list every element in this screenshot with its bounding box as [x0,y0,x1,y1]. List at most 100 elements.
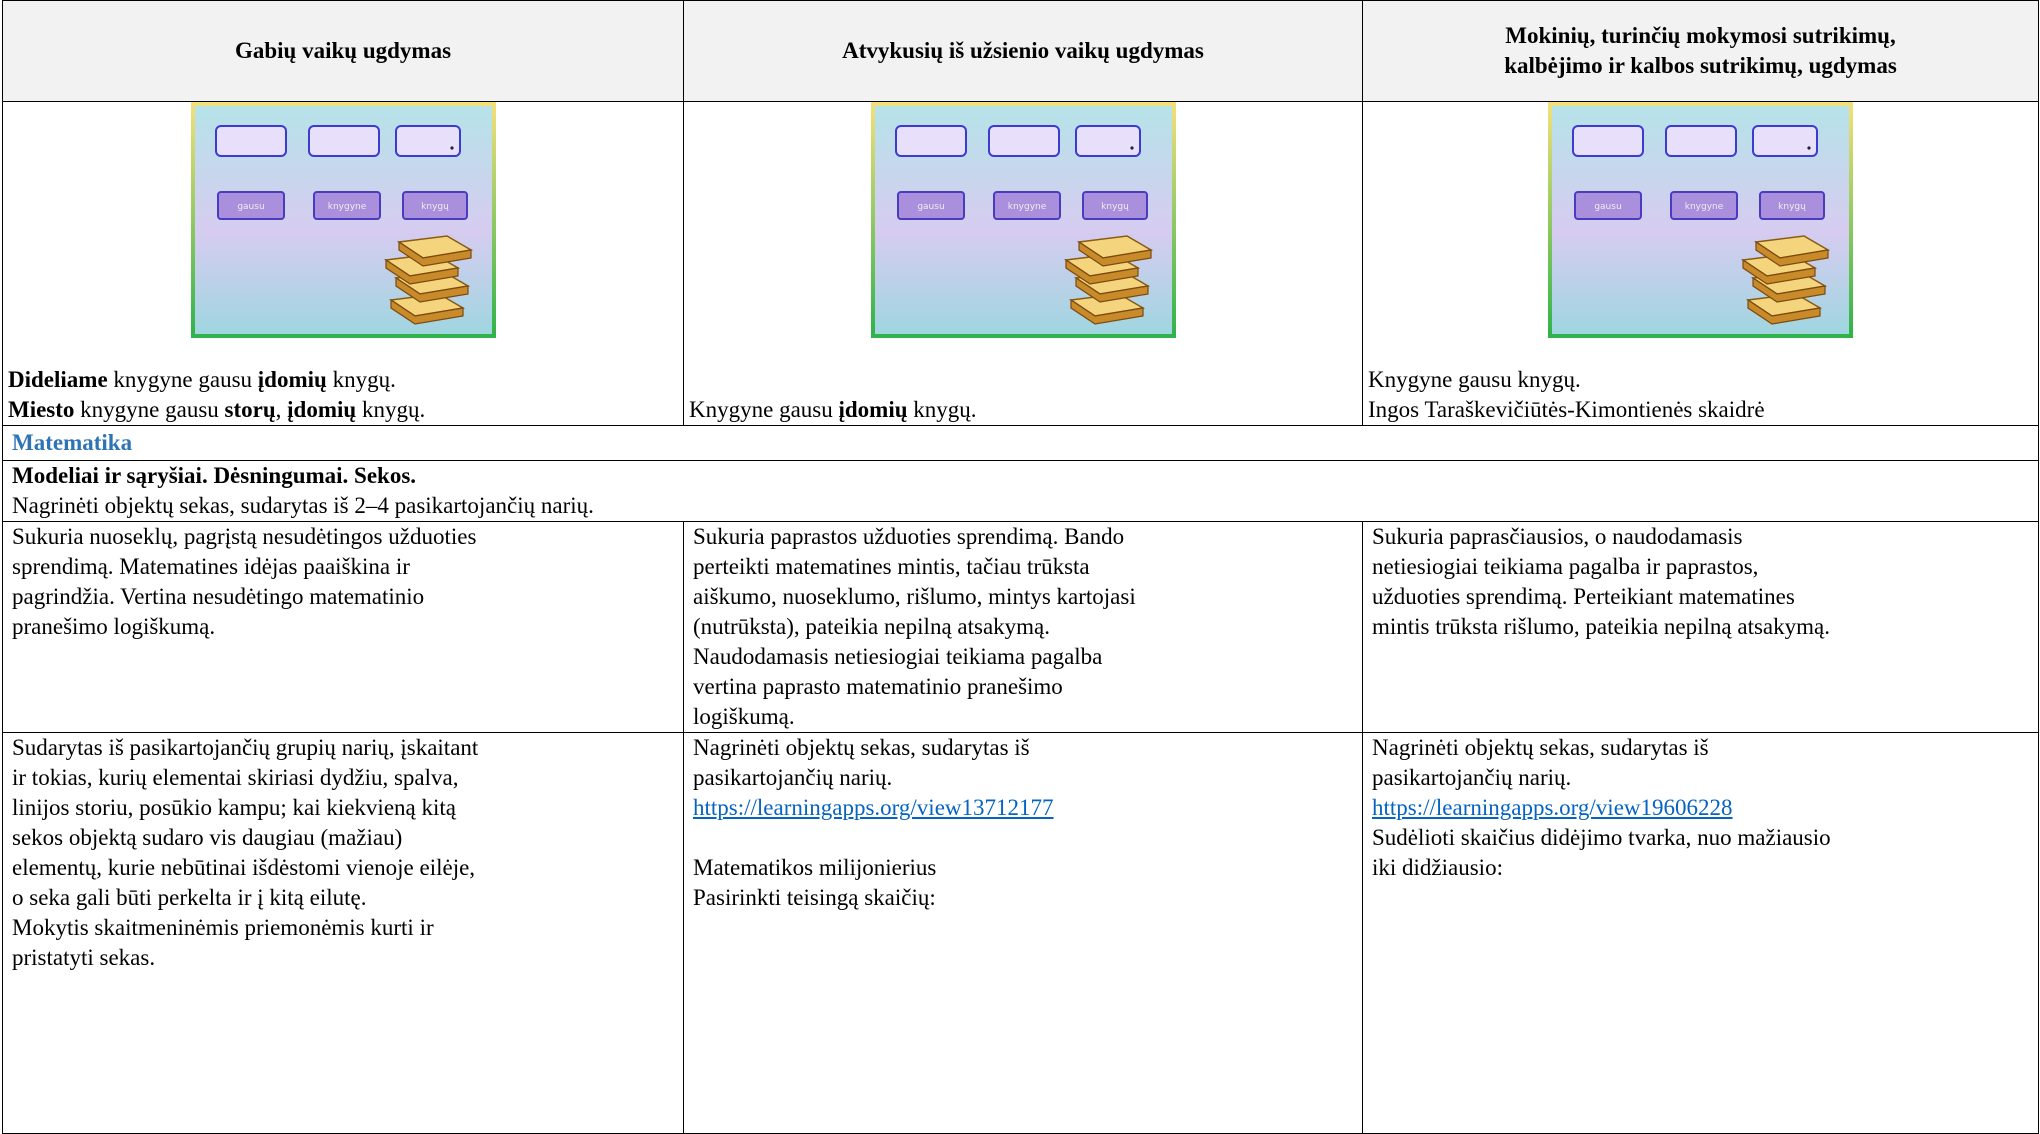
text: , [275,397,288,422]
link-line: https://learningapps.org/view19606228 [1372,793,2029,823]
caption-line: Dideliame knygyne gausu įdomių knygų. [8,365,678,395]
image-wrap: gausu knygyne knygų [8,102,678,347]
bold-text: įdomių [257,367,327,392]
image-cell-content: gausu knygyne knygų Knygyne gausu įdomių kn… [689,102,1357,425]
word-label: knygų [421,202,449,212]
book-spine [397,240,472,267]
header-cell: Gabių vaikų ugdymas [2,0,684,102]
text-line: Sukuria paprasčiausios, o naudodamasis [1372,524,1743,549]
link[interactable]: https://learningapps.org/view19606228 [1372,795,1733,820]
content-cell: Sukuria paprasčiausios, o naudodamasis ne… [1362,521,2039,733]
word-label: knygų [1778,202,1806,212]
word-button [1081,191,1148,220]
caption-line: Knygyne gausu įdomių knygų. [689,395,1357,425]
text-line: ir tokias, kurių elementai skiriasi dydž… [12,765,459,790]
text-line: Pasirinkti teisingą skaičių: [693,885,936,910]
text-line: logiškumą. [693,704,795,729]
word-label: knygų [1101,202,1129,212]
text-line: Sukuria paprastos užduoties sprendimą. B… [693,524,1125,549]
topic-row: Modeliai ir sąryšiai. Dėsningumai. Sekos… [2,460,2039,522]
paragraph: Nagrinėti objektų sekas, sudarytas iš pas… [1372,734,2029,884]
dot [449,146,454,150]
text-line: Matematikos milijonierius [693,855,937,880]
text-line: pasikartojančių narių. [693,765,893,790]
header-cell: Atvykusių iš užsienio vaikų ugdymas [683,0,1363,102]
text-line: Sudarytas iš pasikartojančių grupių nari… [12,735,479,760]
text-line: linijos storiu, posūkio kampu; kai kiekv… [12,795,456,820]
input-box [894,125,967,157]
bold-text: storų [224,397,276,422]
section-row: Matematika [2,425,2039,461]
image-row: gausu knygyne knygų Dideliame knygyne gausu… [2,101,2039,426]
text-line: pristatyti sekas. [12,945,156,970]
slide-image: gausu knygyne knygų [870,102,1176,338]
header-cell: Mokinių, turinčių mokymosi sutrikimų, kal… [1362,0,2039,102]
text-line: vertina paprasto matematinio pranešimo [693,674,1063,699]
text-line: iki didžiausio: [1372,855,1503,880]
caption: Knygyne gausu knygų. Ingos Taraškevičiūtė… [1368,365,2033,425]
paragraph: Sudarytas iš pasikartojančių grupių nari… [12,734,674,974]
paragraph: Sukuria nuoseklų, pagrįstą nesudėtingos … [12,523,674,643]
word-button [1670,191,1738,220]
link[interactable]: https://learningapps.org/view13712177 [693,795,1054,820]
image-cell: gausu knygyne knygų Knygyne gausu įdomių kn… [683,101,1363,426]
text-line: perteikti matematines mintis, tačiau trū… [693,554,1090,579]
bold-text: Miesto [8,397,75,422]
topic-text: Nagrinėti objektų sekas, sudarytas iš 2–… [12,493,594,518]
text-line: Naudodamasis netiesiogiai teikiama pagal… [693,644,1103,669]
input-box [1572,125,1644,157]
input-box [987,125,1060,157]
content-cell: Nagrinėti objektų sekas, sudarytas iš pas… [683,732,1363,1134]
paragraph: Matematikos milijonierius Pasirinkti teis… [693,853,1353,913]
header-line: Gabių vaikų ugdymas [234,38,452,63]
topic-title: Modeliai ir sąryšiai. Dėsningumai. Sekos… [12,463,417,488]
word-button [401,191,468,220]
word-label: gausu [237,202,264,212]
word-button [992,191,1061,220]
book-spine [1752,276,1826,303]
slide-image: gausu knygyne knygų [190,102,496,338]
caption: Knygyne gausu įdomių knygų. [689,395,1357,425]
content-row: Sudarytas iš pasikartojančių grupių nari… [2,732,2039,1134]
text-line: pasikartojančių narių. [1372,765,1572,790]
text: knygų. [356,397,426,422]
text-line: sekos objektą sudaro vis daugiau (mažiau… [12,825,403,850]
input-box [1074,125,1141,157]
image-cell: gausu knygyne knygų Knygyne gausu knygų. Ing… [1362,101,2039,426]
book-spine [1742,258,1816,285]
bold-text: įdomių [287,397,357,422]
text: Knygyne gausu [689,397,839,422]
image-cell-content: gausu knygyne knygų Dideliame knygyne gausu… [8,102,678,425]
caption: Dideliame knygyne gausu įdomių knygų. Mie… [8,365,678,425]
link-line: https://learningapps.org/view13712177 [693,793,1353,823]
input-box [307,125,380,157]
text: Ingos Taraškevičiūtės-Kimontienės skaidr… [1368,397,1765,422]
text: Knygyne gausu knygų. [1368,367,1581,392]
dot [1807,146,1811,150]
text-line: aiškumo, nuoseklumo, rišlumo, mintys kar… [693,584,1136,609]
word-label: gausu [1594,202,1621,212]
word-button [896,191,965,220]
paragraph: Sukuria paprasčiausios, o naudodamasis ne… [1372,523,2029,643]
topic-cell: Modeliai ir sąryšiai. Dėsningumai. Sekos… [2,460,2039,522]
paragraph: Sukuria paprastos užduoties sprendimą. B… [693,523,1353,732]
text-line: Mokytis skaitmeninėmis priemonėmis kurti… [12,915,434,940]
word-label: knygyne [327,202,366,212]
header-row: Gabių vaikų ugdymas Atvykusių iš užsienio… [2,0,2039,102]
bold-text: įdomių [838,397,908,422]
image-wrap: gausu knygyne knygų [689,102,1357,347]
text-line: netiesiogiai teikiama pagalba ir paprast… [1372,554,1759,579]
text-line: (nutrūksta), pateikia nepilną atsakymą. [693,614,1051,639]
input-box [1752,125,1818,157]
word-button [1759,191,1825,220]
word-label: knygyne [1685,202,1724,212]
text: knygyne gausu [107,367,258,392]
content-cell: Nagrinėti objektų sekas, sudarytas iš pas… [1362,732,2039,1134]
caption-line: Knygyne gausu knygų. [1368,365,2033,395]
text-line: pagrindžia. Vertina nesudėtingo matemati… [12,584,425,609]
input-box [1665,125,1737,157]
caption-line: Miesto knygyne gausu storų, įdomių knygų… [8,395,678,425]
word-button [216,191,285,220]
